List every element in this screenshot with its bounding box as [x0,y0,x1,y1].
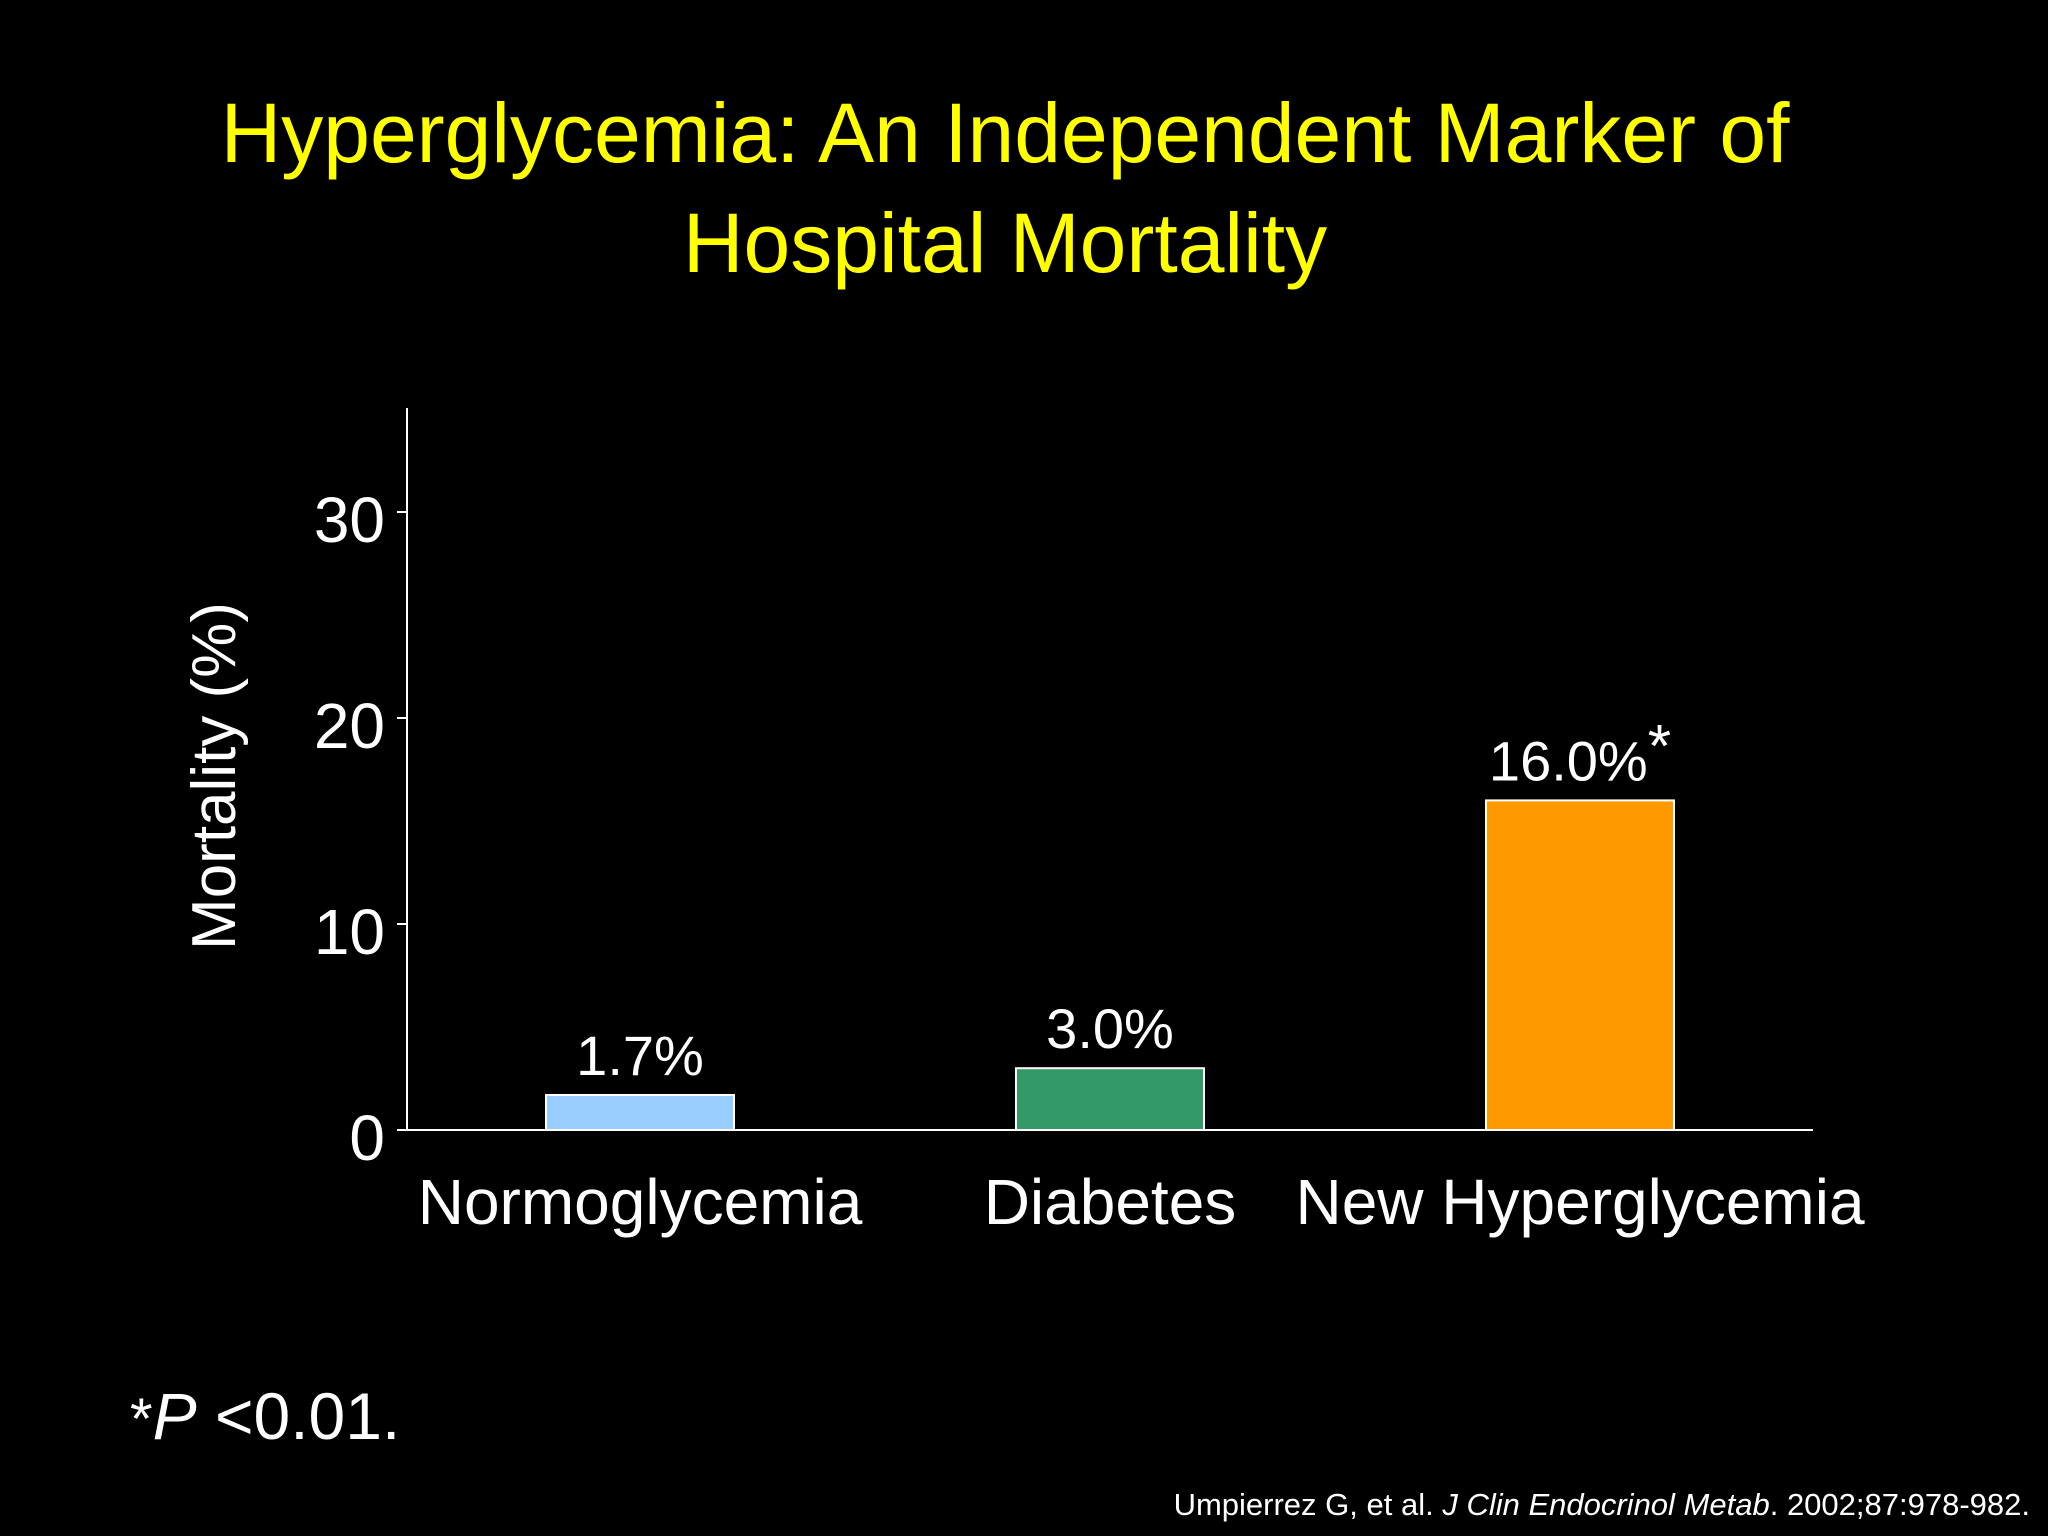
category-label: Normoglycemia [418,1166,863,1238]
footnote-threshold: <0.01. [196,1379,401,1453]
citation-details: . 2002;87:978-982. [1769,1487,2030,1522]
slide-title: Hyperglycemia: An Independent Marker of … [0,78,2010,298]
citation: Umpierrez G, et al. J Clin Endocrinol Me… [1174,1487,2030,1523]
category-labels: Normoglycemia Diabetes New Hyperglycemia [418,1166,1865,1238]
category-label: New Hyperglycemia [1295,1166,1864,1238]
slide-title-line-1: Hyperglycemia: An Independent Marker of [220,86,1790,180]
footnote-star: * [130,1387,153,1452]
bar-new-hyperglycemia [1485,799,1675,1132]
bar-normoglycemia [545,1093,735,1131]
category-label: Diabetes [984,1166,1237,1238]
value-label: 3.0% [1046,997,1174,1060]
citation-authors: Umpierrez G, et al. [1173,1487,1443,1522]
y-tick-label: 20 [314,690,385,762]
significance-mark: * [1648,712,1671,779]
y-axis-ticks: 0 10 20 30 [314,484,407,1174]
chart-bars [545,799,1675,1132]
significance-footnote: *P <0.01. [130,1378,400,1454]
bar-diabetes [1015,1067,1205,1131]
y-axis-label: Mortality (%) [180,602,249,950]
y-axis-label-group: Mortality (%) [180,602,249,950]
y-tick-label: 10 [314,896,385,968]
y-tick-label: 0 [349,1102,385,1174]
y-tick-label: 30 [314,484,385,556]
footnote-p: P [152,1379,197,1453]
citation-journal: J Clin Endocrinol Metab [1442,1487,1770,1522]
value-label: 16.0%* [1489,712,1671,792]
value-label: 1.7% [576,1024,704,1087]
slide-title-line-2: Hospital Mortality [682,196,1328,290]
